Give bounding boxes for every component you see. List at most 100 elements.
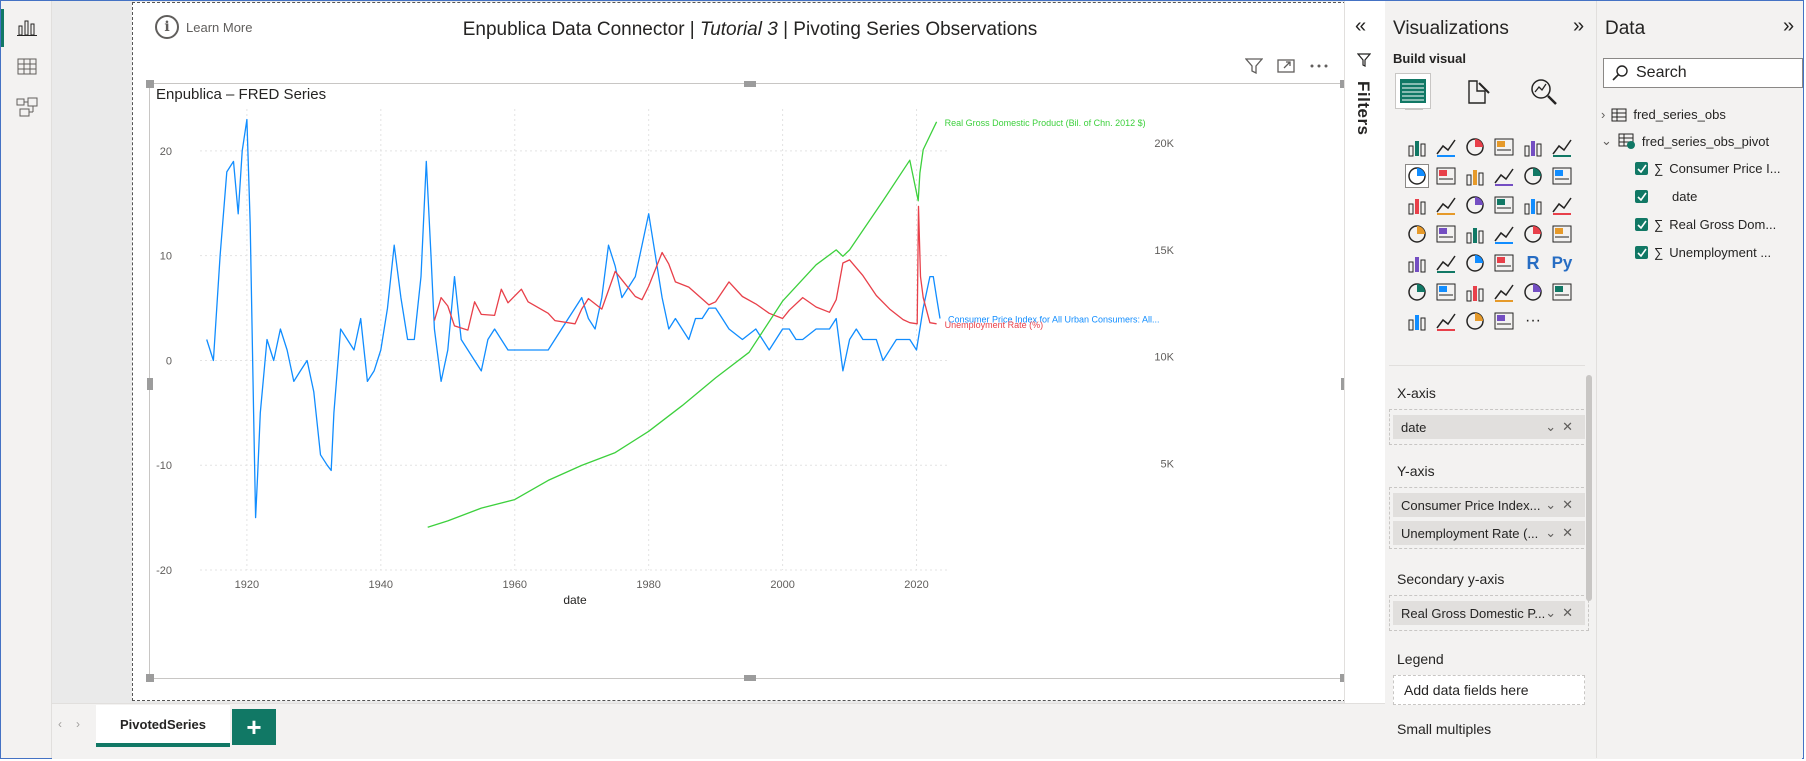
line-clustered-icon[interactable] xyxy=(1521,164,1545,188)
learn-more-label: Learn More xyxy=(186,19,253,35)
power-automate-icon[interactable] xyxy=(1434,309,1458,333)
apps-icon[interactable] xyxy=(1492,309,1516,333)
matrix-icon[interactable] xyxy=(1492,251,1516,275)
power-apps-icon[interactable] xyxy=(1405,309,1429,333)
checkbox-checked[interactable] xyxy=(1635,162,1648,175)
next-page-arrow[interactable]: › xyxy=(76,717,80,731)
format-visual-icon[interactable] xyxy=(1463,77,1493,107)
field-actions[interactable]: ⌄✕ xyxy=(1545,525,1579,540)
clustered-column-icon[interactable] xyxy=(1492,135,1516,159)
100-stacked-column-icon[interactable] xyxy=(1550,135,1574,159)
filled-map-icon[interactable] xyxy=(1434,222,1458,246)
multi-row-card-icon[interactable] xyxy=(1550,222,1574,246)
small-multiples-label: Small multiples xyxy=(1397,721,1492,737)
checkbox-checked[interactable] xyxy=(1635,246,1648,259)
data-search-input[interactable]: Search xyxy=(1603,58,1803,88)
gauge-icon[interactable] xyxy=(1492,222,1516,246)
resize-handle[interactable] xyxy=(146,674,154,682)
prev-page-arrow[interactable]: ‹ xyxy=(58,717,62,731)
kpi-icon[interactable] xyxy=(1405,251,1429,275)
pie-chart-icon[interactable] xyxy=(1492,193,1516,217)
report-view-button[interactable] xyxy=(9,9,45,45)
more-options-icon[interactable] xyxy=(1309,58,1329,74)
resize-handle[interactable] xyxy=(147,378,153,390)
expand-filters-chevron-icon[interactable]: « xyxy=(1355,15,1367,37)
card-icon[interactable] xyxy=(1521,222,1545,246)
stacked-column-icon[interactable] xyxy=(1434,135,1458,159)
model-view-button[interactable] xyxy=(9,89,45,125)
slicer-icon[interactable] xyxy=(1434,251,1458,275)
trophy-icon[interactable] xyxy=(1521,280,1545,304)
focus-mode-icon[interactable] xyxy=(1277,58,1295,74)
report-title-tutorial: Tutorial 3 xyxy=(700,19,778,40)
y-tick-label: 20 xyxy=(160,146,172,158)
stacked-area-icon[interactable] xyxy=(1463,164,1487,188)
build-visual-tab[interactable] xyxy=(1395,73,1431,109)
field-wells-scrollbar[interactable] xyxy=(1586,375,1592,601)
area-chart-icon[interactable] xyxy=(1434,164,1458,188)
python-visual-icon[interactable]: Py xyxy=(1551,253,1573,272)
page-tab-pivotedseries[interactable]: PivotedSeries xyxy=(96,705,230,747)
funnel-icon[interactable] xyxy=(1434,193,1458,217)
filter-icon[interactable] xyxy=(1245,58,1263,74)
y-axis-field-label: Consumer Price Index... xyxy=(1401,497,1541,513)
line-column-icon[interactable] xyxy=(1492,164,1516,188)
resize-handle[interactable] xyxy=(146,80,154,88)
table-icon[interactable] xyxy=(1463,251,1487,275)
checkbox-checked[interactable] xyxy=(1635,190,1648,203)
waterfall-icon[interactable] xyxy=(1405,193,1429,217)
r-visual-icon[interactable]: R xyxy=(1526,252,1540,273)
checkbox-checked[interactable] xyxy=(1635,218,1648,231)
field-actions[interactable]: ⌄✕ xyxy=(1545,419,1579,434)
map-icon[interactable] xyxy=(1405,222,1429,246)
smart-narrative-icon[interactable] xyxy=(1492,280,1516,304)
paginated-report-icon[interactable] xyxy=(1550,280,1574,304)
chart-plot: -20 -10 0 10 20 1920 1940 1960 1980 2000 2020 5K 10K… xyxy=(156,109,1175,607)
x-axis-well[interactable] xyxy=(1389,409,1589,445)
chevron-down-icon[interactable]: ⌄ xyxy=(1601,133,1612,148)
table-fred-series-obs[interactable]: › fred_series_obs xyxy=(1601,107,1726,122)
x-axis-field-date[interactable]: date ⌄✕ xyxy=(1393,415,1585,439)
field-row-cpi[interactable]: ∑ Consumer Price I... xyxy=(1635,161,1781,176)
ribbon-chart-icon[interactable] xyxy=(1550,164,1574,188)
table-fred-series-obs-pivot[interactable]: ⌄ fred_series_obs_pivot xyxy=(1601,133,1769,149)
field-row-date[interactable]: date xyxy=(1635,189,1697,204)
qa-icon[interactable] xyxy=(1463,280,1487,304)
analytics-icon[interactable] xyxy=(1529,77,1559,107)
y-axis-well[interactable] xyxy=(1389,487,1589,549)
y-axis-field-unemployment[interactable]: Unemployment Rate (... ⌄✕ xyxy=(1393,521,1585,545)
field-actions[interactable]: ⌄✕ xyxy=(1545,497,1579,512)
y-axis-field-cpi[interactable]: Consumer Price Index... ⌄✕ xyxy=(1393,493,1585,517)
secondary-y-field-gdp[interactable]: Real Gross Domestic P... ⌄✕ xyxy=(1393,601,1585,625)
series-label-2: Real Gross Domestic Product (Bil. of Chn… xyxy=(945,118,1146,128)
clustered-bar-icon[interactable] xyxy=(1463,135,1487,159)
resize-handle[interactable] xyxy=(744,675,756,681)
filters-label[interactable]: Filters xyxy=(1354,81,1373,136)
100-stacked-bar-icon[interactable] xyxy=(1521,135,1545,159)
search-icon xyxy=(1612,65,1628,81)
legend-well[interactable]: Add data fields here xyxy=(1393,675,1585,705)
more-visuals-icon[interactable]: ··· xyxy=(1525,312,1541,329)
learn-more-button[interactable]: i Learn More xyxy=(155,15,252,39)
add-page-button[interactable]: + xyxy=(232,709,276,745)
stacked-bar-icon[interactable] xyxy=(1405,135,1429,159)
key-influencers-icon[interactable] xyxy=(1405,280,1429,304)
azure-map-icon[interactable] xyxy=(1463,222,1487,246)
scatter-icon[interactable] xyxy=(1463,193,1487,217)
resize-handle[interactable] xyxy=(744,81,756,87)
line-chart-icon[interactable] xyxy=(1405,164,1429,188)
line-chart-visual[interactable]: -20 -10 0 10 20 1920 1940 1960 1980 2000 2020 5K 10K… xyxy=(146,80,1348,682)
treemap-icon[interactable] xyxy=(1550,193,1574,217)
donut-chart-icon[interactable] xyxy=(1521,193,1545,217)
field-actions[interactable]: ⌄✕ xyxy=(1545,605,1579,620)
field-row-gdp[interactable]: ∑ Real Gross Dom... xyxy=(1635,217,1776,232)
chevron-right-icon[interactable]: › xyxy=(1601,107,1606,122)
collapse-visualizations-chevron-icon[interactable]: » xyxy=(1573,15,1585,37)
power-automate-flow-icon[interactable] xyxy=(1463,309,1487,333)
collapse-data-chevron-icon[interactable]: » xyxy=(1783,15,1795,37)
secondary-y-axis-well[interactable] xyxy=(1389,595,1589,631)
data-pane: Data » Search › fred_series_obs ⌄ fred_s… xyxy=(1597,1,1803,758)
table-view-button[interactable] xyxy=(9,49,45,85)
field-row-unemployment[interactable]: ∑ Unemployment ... xyxy=(1635,245,1771,260)
decomposition-tree-icon[interactable] xyxy=(1434,280,1458,304)
